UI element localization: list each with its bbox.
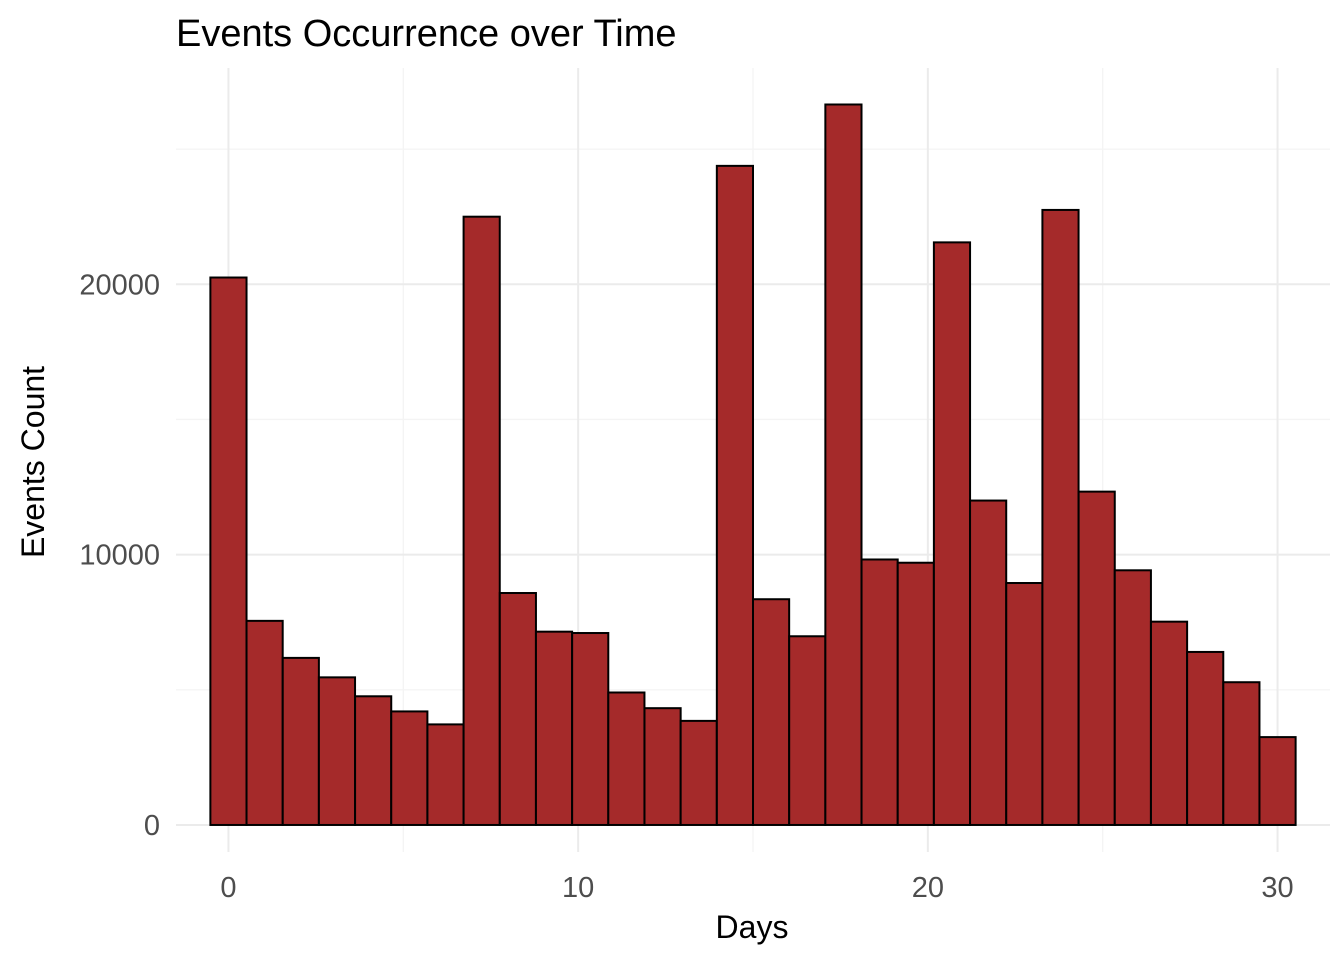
histogram-bar <box>1113 569 1152 826</box>
histogram-bar <box>426 723 465 826</box>
histogram-bar <box>281 656 320 826</box>
histogram-bar <box>1186 650 1225 826</box>
bars <box>209 103 1297 826</box>
histogram-bar <box>824 103 863 826</box>
histogram-bar <box>1041 208 1080 826</box>
histogram-bar <box>534 630 574 826</box>
histogram-bar <box>209 276 248 826</box>
y-tick-label: 20000 <box>79 269 160 301</box>
histogram-bar <box>679 719 718 826</box>
x-tick-label: 20 <box>912 872 944 904</box>
histogram-bar <box>715 164 754 826</box>
x-axis-ticks: 0 10 20 30 <box>220 872 1293 904</box>
histogram-bar <box>752 598 791 826</box>
x-tick-label: 0 <box>220 872 236 904</box>
histogram-bar <box>788 635 827 826</box>
histogram-bar <box>354 695 393 826</box>
chart-title: Events Occurrence over Time <box>176 13 677 55</box>
histogram-bar <box>1005 582 1044 826</box>
histogram-bar <box>462 215 501 826</box>
histogram-bar <box>1077 490 1116 826</box>
histogram-bar <box>498 592 537 826</box>
histogram-bar <box>607 691 646 826</box>
x-tick-label: 30 <box>1261 872 1293 904</box>
y-tick-label: 10000 <box>79 540 160 572</box>
histogram-bar <box>1222 681 1261 826</box>
histogram-bar <box>896 561 935 826</box>
y-axis-label: Events Count <box>15 366 51 558</box>
x-tick-label: 10 <box>562 872 594 904</box>
histogram-bar <box>932 241 972 826</box>
histogram-bar <box>643 707 682 826</box>
histogram-bar <box>1149 620 1189 826</box>
histogram-bar <box>571 632 610 826</box>
y-axis-ticks: 0 10000 20000 <box>79 269 160 842</box>
histogram-bar <box>860 558 899 826</box>
x-axis-label: Days <box>716 909 789 945</box>
histogram-bar <box>317 676 357 826</box>
y-tick-label: 0 <box>144 810 160 842</box>
histogram-bar <box>1258 736 1297 826</box>
histogram-bar <box>245 619 284 826</box>
histogram-bar <box>969 499 1008 826</box>
histogram-bar <box>390 710 429 826</box>
